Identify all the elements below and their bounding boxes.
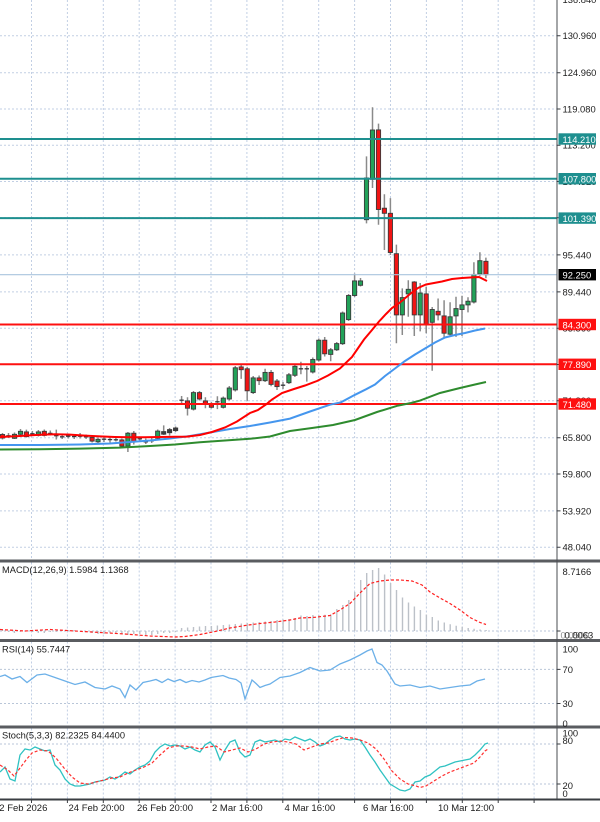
svg-text:30: 30: [563, 698, 573, 709]
svg-text:136.840: 136.840: [563, 0, 597, 5]
svg-text:84.300: 84.300: [563, 319, 592, 330]
svg-text:92.250: 92.250: [563, 270, 592, 281]
svg-text:Stoch(5,3,3) 82.2325 84.4400: Stoch(5,3,3) 82.2325 84.4400: [2, 731, 125, 741]
svg-text:6 Mar 16:00: 6 Mar 16:00: [363, 803, 414, 814]
svg-text:0.0063: 0.0063: [565, 629, 594, 640]
svg-text:8.7166: 8.7166: [563, 566, 592, 577]
svg-text:101.390: 101.390: [563, 213, 597, 224]
svg-text:70: 70: [563, 664, 573, 675]
svg-text:89.440: 89.440: [563, 286, 592, 297]
svg-text:130.960: 130.960: [563, 30, 597, 41]
svg-text:80: 80: [563, 735, 573, 746]
svg-text:71.480: 71.480: [563, 399, 592, 410]
svg-text:65.800: 65.800: [563, 432, 592, 443]
svg-text:22 Feb 2026: 22 Feb 2026: [0, 803, 47, 814]
svg-text:100: 100: [563, 727, 579, 738]
svg-text:20: 20: [563, 780, 573, 791]
svg-text:119.080: 119.080: [563, 103, 596, 114]
svg-text:59.800: 59.800: [563, 468, 592, 479]
svg-text:114.210: 114.210: [563, 134, 596, 145]
svg-text:77.890: 77.890: [563, 359, 592, 370]
svg-text:RSI(14) 55.7447: RSI(14) 55.7447: [2, 645, 70, 655]
svg-text:124.960: 124.960: [563, 67, 597, 78]
svg-text:95.440: 95.440: [563, 249, 592, 260]
svg-text:53.920: 53.920: [563, 505, 592, 516]
svg-text:MACD(12,26,9) 1.5984 1.1368: MACD(12,26,9) 1.5984 1.1368: [2, 565, 129, 575]
svg-text:113.200: 113.200: [563, 140, 596, 151]
svg-text:2 Mar 16:00: 2 Mar 16:00: [212, 803, 263, 814]
svg-text:100: 100: [563, 644, 579, 655]
svg-text:4 Mar 16:00: 4 Mar 16:00: [285, 803, 336, 814]
svg-text:0.0500: 0.0500: [561, 630, 590, 641]
svg-text:10 Mar 12:00: 10 Mar 12:00: [438, 803, 494, 814]
svg-text:107.800: 107.800: [563, 174, 597, 185]
svg-text:48.040: 48.040: [563, 542, 592, 553]
svg-text:0: 0: [563, 718, 568, 729]
svg-text:0: 0: [563, 788, 568, 799]
svg-text:26 Feb 20:00: 26 Feb 20:00: [137, 803, 193, 814]
svg-text:24 Feb 20:00: 24 Feb 20:00: [69, 803, 125, 814]
